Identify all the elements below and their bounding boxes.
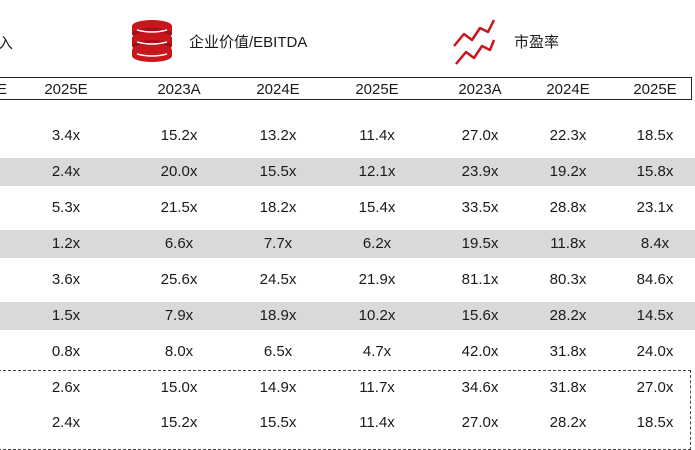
table-cell: 15.2x: [160, 127, 198, 144]
table-cell: 27.0x: [636, 379, 674, 396]
table-cell: 28.8x: [549, 199, 587, 216]
table-cell: 6.5x: [263, 343, 293, 360]
table-cell: 24.5x: [259, 271, 297, 288]
table-cell: 2.4x: [51, 414, 81, 431]
table-cell: 7.7x: [263, 235, 293, 252]
table-cell: 7.9x: [164, 307, 194, 324]
table-cell: 19.5x: [461, 235, 499, 252]
table-cell: 11.4x: [359, 414, 395, 431]
table-cell: 18.9x: [259, 307, 297, 324]
table-cell: 6.2x: [362, 235, 392, 252]
ev-ebitda-label: 企业价值/EBITDA: [189, 34, 308, 51]
table-cell: 31.8x: [549, 343, 587, 360]
table-cell: 15.0x: [160, 379, 198, 396]
table-cell: 19.2x: [549, 163, 587, 180]
pe-ratio-label: 市盈率: [514, 34, 560, 51]
table-cell: 21.9x: [358, 271, 396, 288]
table-cell: 2.4x: [51, 163, 81, 180]
table-cell: 6.6x: [164, 235, 194, 252]
table-cell: 27.0x: [461, 127, 499, 144]
column-header-pe-2023a: 2023A: [458, 81, 502, 98]
table-cell: 33.5x: [461, 199, 499, 216]
column-header-pe-2024e: 2024E: [546, 81, 590, 98]
table-cell: 28.2x: [549, 414, 587, 431]
table-cell: 15.6x: [461, 307, 499, 324]
table-cell: 2.6x: [51, 379, 81, 396]
column-header-fragment: E: [0, 81, 7, 98]
table-cell: 18.2x: [259, 199, 297, 216]
table-cell: 14.5x: [636, 307, 674, 324]
table-cell: 4.7x: [362, 343, 392, 360]
table-cell: 24.0x: [636, 343, 674, 360]
table-cell: 15.5x: [259, 414, 297, 431]
table-cell: 22.3x: [549, 127, 587, 144]
table-cell: 18.5x: [636, 414, 674, 431]
column-header-ev-2024e: 2024E: [256, 81, 300, 98]
table-cell: 12.1x: [358, 163, 396, 180]
table-cell: 23.1x: [636, 199, 674, 216]
table-cell: 3.4x: [51, 127, 81, 144]
table-cell: 18.5x: [636, 127, 674, 144]
row-shading: [0, 230, 695, 258]
table-cell: 5.3x: [51, 199, 81, 216]
table-cell: 3.6x: [51, 271, 81, 288]
table-cell: 28.2x: [549, 307, 587, 324]
truncated-header-label: 入: [0, 35, 14, 52]
column-header-pe-2025e: 2025E: [633, 81, 677, 98]
table-cell: 1.5x: [51, 307, 81, 324]
table-cell: 1.2x: [51, 235, 81, 252]
table-cell: 0.8x: [51, 343, 81, 360]
table-cell: 13.2x: [259, 127, 297, 144]
coin-stack-icon: [132, 20, 172, 62]
table-cell: 23.9x: [461, 163, 499, 180]
table-cell: 42.0x: [461, 343, 499, 360]
table-cell: 10.2x: [358, 307, 396, 324]
table-cell: 15.8x: [636, 163, 674, 180]
table-cell: 81.1x: [461, 271, 499, 288]
table-cell: 80.3x: [549, 271, 587, 288]
table-cell: 31.8x: [549, 379, 587, 396]
table-cell: 34.6x: [461, 379, 499, 396]
column-header-ev-2023a: 2023A: [157, 81, 201, 98]
table-cell: 21.5x: [160, 199, 198, 216]
column-header-band: [0, 77, 692, 100]
table-cell: 20.0x: [160, 163, 198, 180]
table-cell: 84.6x: [636, 271, 674, 288]
table-cell: 11.8x: [550, 235, 586, 252]
table-cell: 25.6x: [160, 271, 198, 288]
table-cell: 8.0x: [164, 343, 194, 360]
table-cell: 14.9x: [259, 379, 297, 396]
table-cell: 27.0x: [461, 414, 499, 431]
table-cell: 8.4x: [640, 235, 670, 252]
table-cell: 15.5x: [259, 163, 297, 180]
row-shading: [0, 302, 695, 330]
column-header-ev-2025e: 2025E: [355, 81, 399, 98]
column-header-ps-2025e: 2025E: [44, 81, 88, 98]
table-cell: 11.7x: [359, 379, 395, 396]
row-shading: [0, 158, 695, 186]
table-cell: 11.4x: [359, 127, 395, 144]
table-cell: 15.2x: [160, 414, 198, 431]
trend-chart-icon: [453, 19, 496, 65]
table-cell: 15.4x: [358, 199, 396, 216]
